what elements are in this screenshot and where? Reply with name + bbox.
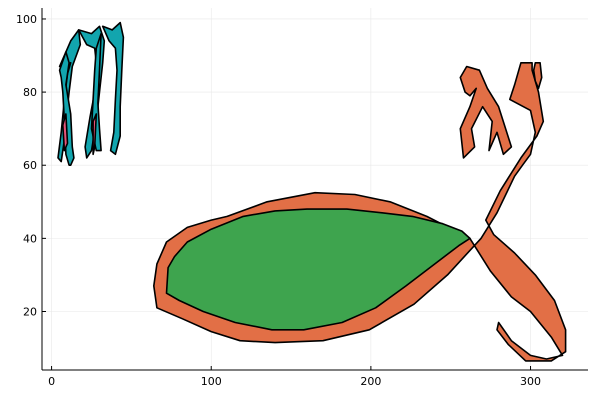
series-shape-3 xyxy=(165,208,471,331)
y-tick-label: 80 xyxy=(23,86,37,99)
tick-labels: 0 100 200 300 20 40 60 80 100 xyxy=(16,13,541,388)
x-tick-label: 0 xyxy=(48,375,55,388)
series-shape-7 xyxy=(58,51,75,166)
series-shape-1 xyxy=(459,65,513,159)
x-tick-label: 200 xyxy=(360,375,381,388)
y-tick-label: 20 xyxy=(23,305,37,318)
axes xyxy=(41,8,588,371)
series-shapes xyxy=(57,21,567,362)
series-shape-2 xyxy=(532,61,543,90)
x-tick-label: 100 xyxy=(201,375,222,388)
series-shape-6 xyxy=(101,21,125,156)
series-shape-10 xyxy=(92,113,98,156)
y-tick-label: 60 xyxy=(23,159,37,172)
series-shape-9 xyxy=(61,113,69,152)
y-tick-label: 100 xyxy=(16,13,37,26)
x-tick-label: 300 xyxy=(520,375,541,388)
y-tick-label: 40 xyxy=(23,232,37,245)
